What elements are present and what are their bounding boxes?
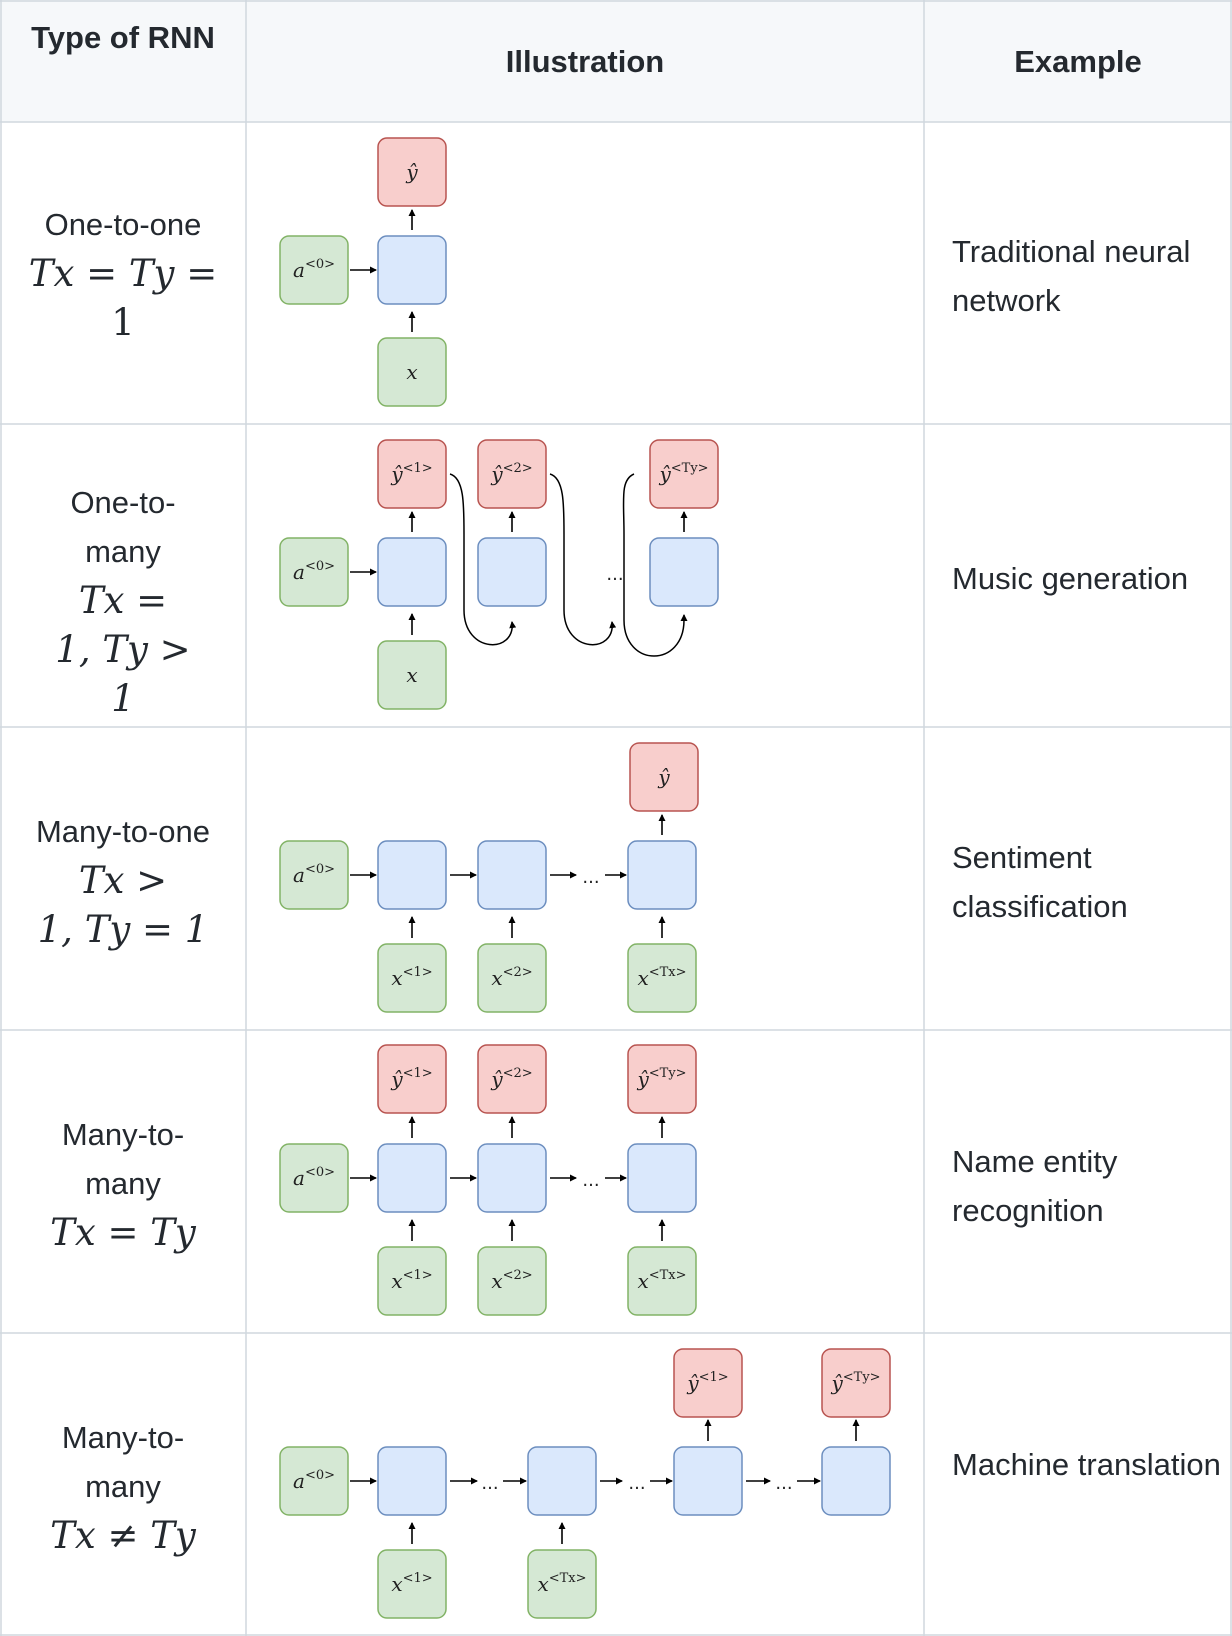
- r4-hidden-2: [477, 1143, 547, 1213]
- r2-hidden-1: [377, 537, 447, 607]
- r5-output-1: [673, 1348, 743, 1418]
- row-2-example: Music generation: [952, 561, 1189, 596]
- row-5-example: Machine translation: [952, 1447, 1221, 1482]
- r4-output-ty: [627, 1044, 697, 1114]
- r5-hidden-dty: [821, 1446, 891, 1516]
- r2-output-2: [477, 439, 547, 509]
- row-3-example: Sentiment classification: [952, 840, 1128, 924]
- row-1-type-name: One-to-one: [44, 207, 202, 242]
- header-type-of-rnn: Type of RNN: [31, 20, 215, 55]
- r1-output-box: [377, 137, 447, 207]
- r1-input-box-text: x: [406, 360, 417, 384]
- row-3-formula-line-2: 1, Ty = 1: [37, 908, 209, 951]
- r4-input-2: [477, 1246, 547, 1316]
- row-2-type: One-to-many Tx = 1, Ty > 1: [38, 478, 208, 723]
- r3-a0-box: [279, 840, 349, 910]
- r4-output-2: [477, 1044, 547, 1114]
- r1-a0-box: [279, 235, 349, 305]
- r5-input-1: [377, 1549, 447, 1619]
- r2-input-box-text: x: [406, 663, 417, 687]
- r5-hidden-1: [377, 1446, 447, 1516]
- header-example: Example: [1014, 44, 1142, 79]
- r2-a0-box-text: a<0>: [293, 559, 335, 584]
- row-1-type: One-to-one Tx = Ty = 1: [8, 200, 238, 347]
- row-5-type: Many-to-many Tx ≠ Ty: [38, 1413, 208, 1560]
- r4-input-1: [377, 1246, 447, 1316]
- r2-ellipsis: ...: [606, 564, 623, 585]
- row-4-formula-line-1: Tx = Ty: [50, 1211, 196, 1254]
- r3-ellipsis: ...: [582, 867, 599, 888]
- r3-input-2: [477, 943, 547, 1013]
- r2-output-1: [377, 439, 447, 509]
- r1-output-box-text: ŷ: [405, 160, 418, 184]
- r5-a0-box: [279, 1446, 349, 1516]
- r5-output-ty: [821, 1348, 891, 1418]
- row-2-formula-line-2: 1, Ty > 1: [55, 628, 191, 720]
- r5-ellipsis-1: ...: [481, 1473, 498, 1494]
- row-5-formula-line-1: Tx ≠ Ty: [50, 1514, 196, 1557]
- r2-feedback-ty: [622, 473, 688, 657]
- row-3-type: Many-to-one Tx > 1, Ty = 1: [8, 807, 238, 954]
- r4-hidden-ty: [627, 1143, 697, 1213]
- r4-output-1: [377, 1044, 447, 1114]
- row-1-example: Traditional neural network: [952, 234, 1191, 318]
- r2-input-box: [377, 640, 447, 710]
- row-4-type: Many-to-many Tx = Ty: [38, 1110, 208, 1257]
- row-2-formula-line-1: Tx =: [78, 579, 168, 622]
- r5-ellipsis-2: ...: [628, 1473, 645, 1494]
- r5-hidden-tx: [527, 1446, 597, 1516]
- r5-ellipsis-3: ...: [775, 1473, 792, 1494]
- r2-feedback-1: [449, 473, 517, 646]
- r5-hidden-d1: [673, 1446, 743, 1516]
- r2-hidden-ty: [649, 537, 719, 607]
- r4-input-tx: [627, 1246, 697, 1316]
- r3-hidden-tx: [627, 840, 697, 910]
- r1-input-box: [377, 337, 447, 407]
- row-1-formula-line-1: Tx = Ty =: [28, 252, 218, 295]
- r3-output-box: [629, 742, 699, 812]
- r3-input-tx: [627, 943, 697, 1013]
- r4-ellipsis: ...: [582, 1170, 599, 1191]
- r2-feedback-2: [549, 473, 617, 646]
- row-3-formula-line-1: Tx >: [78, 859, 168, 902]
- row-5-type-name: Many-to-many: [61, 1420, 185, 1504]
- r5-input-tx: [527, 1549, 597, 1619]
- r3-output-box-text: ŷ: [657, 765, 670, 789]
- r2-output-ty: [649, 439, 719, 509]
- illustrations: ŷxa<0>a<0>ŷ<1> ŷ<2> ŷ<Ty>x...a<0>ŷx<1> x<2>…: [279, 137, 891, 1619]
- r4-a0-box: [279, 1143, 349, 1213]
- row-1-formula-line-2: 1: [111, 301, 135, 344]
- r4-hidden-1: [377, 1143, 447, 1213]
- r3-input-1: [377, 943, 447, 1013]
- header-background: [0, 0, 1232, 122]
- r1-hidden-box: [377, 235, 447, 305]
- row-4-type-name: Many-to-many: [61, 1117, 185, 1201]
- row-4-example: Name entity recognition: [952, 1144, 1118, 1228]
- r3-hidden-2: [477, 840, 547, 910]
- row-2-type-name: One-to-many: [70, 485, 176, 569]
- row-3-type-name: Many-to-one: [35, 814, 211, 849]
- r3-hidden-1: [377, 840, 447, 910]
- r2-a0-box: [279, 537, 349, 607]
- r2-hidden-2: [477, 537, 547, 607]
- header-illustration: Illustration: [505, 44, 665, 79]
